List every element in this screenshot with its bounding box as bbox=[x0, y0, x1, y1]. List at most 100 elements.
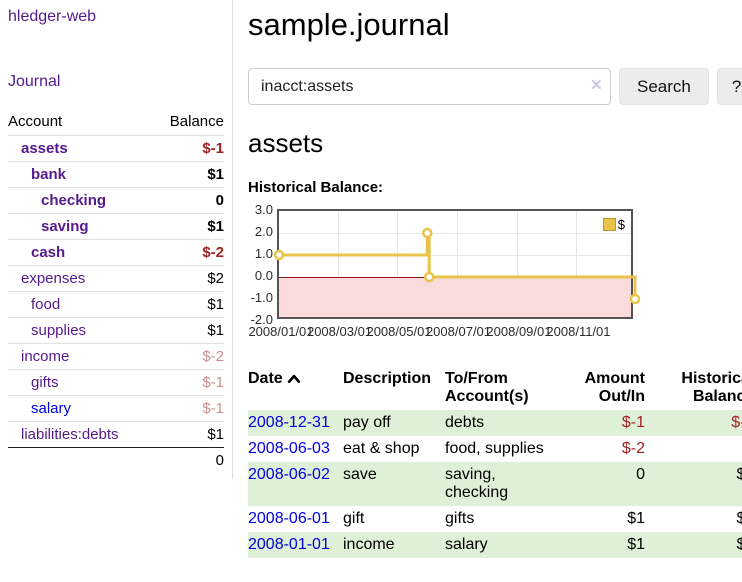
gridline bbox=[397, 211, 399, 317]
accounts-table: Account Balance assets $-1 bank $1 checking 0… bbox=[8, 110, 224, 473]
account-link[interactable]: expenses bbox=[21, 270, 86, 287]
account-heading: assets bbox=[248, 128, 324, 158]
account-link[interactable]: salary bbox=[31, 400, 72, 417]
y-axis-tick-label: -1.0 bbox=[250, 290, 273, 305]
register-header-balance: Historical Balance bbox=[681, 370, 742, 405]
x-axis-tick-label: 2008/05/01 bbox=[366, 324, 432, 339]
transaction-date-link[interactable]: 2008-06-02 bbox=[248, 466, 330, 483]
accounts-header-balance: Balance bbox=[169, 113, 224, 130]
account-row: checking 0 bbox=[8, 187, 224, 214]
gridline bbox=[576, 211, 578, 317]
search-input[interactable] bbox=[248, 68, 611, 105]
legend-label: $ bbox=[617, 217, 625, 232]
account-row: supplies $1 bbox=[8, 317, 224, 344]
account-balance: $1 bbox=[207, 166, 224, 183]
gridline bbox=[279, 255, 631, 256]
x-axis-tick-label: 2008/01/01 bbox=[248, 324, 314, 339]
account-row: income $-2 bbox=[8, 343, 224, 370]
accounts-total-row: 0 bbox=[8, 447, 224, 474]
account-balance: $-1 bbox=[202, 374, 224, 391]
register-row: 2008-01-01 income salary $1 $1 bbox=[248, 532, 742, 558]
sidebar-item-journal[interactable]: Journal bbox=[8, 73, 61, 90]
account-row: cash $-2 bbox=[8, 239, 224, 266]
account-link[interactable]: checking bbox=[41, 192, 107, 209]
search-button[interactable]: Search bbox=[619, 68, 709, 105]
transaction-balance: $2 bbox=[736, 466, 742, 483]
account-link[interactable]: assets bbox=[21, 140, 68, 157]
y-axis-tick-label: 3.0 bbox=[254, 202, 273, 217]
account-link[interactable]: supplies bbox=[31, 322, 87, 339]
transaction-description: eat & shop bbox=[343, 440, 420, 457]
account-balance: $1 bbox=[207, 296, 224, 313]
account-row: liabilities:debts $1 bbox=[8, 421, 224, 448]
account-link[interactable]: food bbox=[31, 296, 61, 313]
main-content: sample.journal × Search ? assets Histori… bbox=[233, 0, 742, 558]
transaction-date-link[interactable]: 2008-06-03 bbox=[248, 440, 330, 457]
accounts-total-value: 0 bbox=[215, 452, 224, 469]
register-header-date[interactable]: Date bbox=[248, 366, 343, 410]
sidebar: hledger-web Journal Account Balance asse… bbox=[0, 0, 233, 479]
transaction-amount: 0 bbox=[636, 466, 645, 483]
sidebar-accounts-body: assets $-1 bank $1 checking 0 saving $1 cash $-2 e… bbox=[8, 135, 224, 448]
transaction-amount: $-1 bbox=[621, 414, 645, 431]
transaction-date-link[interactable]: 2008-06-01 bbox=[248, 510, 330, 527]
gridline bbox=[337, 211, 339, 317]
search-form: × Search ? bbox=[248, 68, 742, 105]
transaction-accounts: debts bbox=[445, 414, 485, 431]
account-link[interactable]: income bbox=[21, 348, 70, 365]
register-row: 2008-12-31 pay off debts $-1 $-1 bbox=[248, 410, 742, 436]
transaction-date-link[interactable]: 2008-12-31 bbox=[248, 414, 330, 431]
account-row: gifts $-1 bbox=[8, 369, 224, 396]
x-axis-tick-label: 2008/11/01 bbox=[546, 324, 611, 339]
register-row: 2008-06-02 save saving, checking 0 $2 bbox=[248, 462, 742, 506]
account-row: bank $1 bbox=[8, 161, 224, 188]
data-point-marker bbox=[423, 271, 435, 283]
transaction-description: pay off bbox=[343, 414, 391, 431]
register-row: 2008-06-01 gift gifts $1 $2 bbox=[248, 506, 742, 532]
transaction-description: income bbox=[343, 536, 395, 553]
account-link[interactable]: liabilities:debts bbox=[21, 426, 119, 443]
gridline bbox=[516, 211, 518, 317]
y-axis-tick-label: 2.0 bbox=[254, 224, 273, 239]
y-axis-tick-label: 1.0 bbox=[254, 246, 273, 261]
clear-search-icon[interactable]: × bbox=[590, 75, 602, 96]
y-axis-tick-label: 0.0 bbox=[254, 268, 273, 283]
account-link[interactable]: saving bbox=[41, 218, 89, 235]
register-header-row: Date Description To/From Account(s) Amou… bbox=[248, 366, 742, 410]
register-header-accounts: To/From Account(s) bbox=[445, 370, 529, 405]
account-balance: $-2 bbox=[202, 244, 224, 261]
search-help-button[interactable]: ? bbox=[716, 68, 742, 105]
transaction-accounts: gifts bbox=[445, 510, 475, 527]
x-axis-tick-label: 2008/03/01 bbox=[306, 324, 373, 339]
accounts-header-account: Account bbox=[8, 113, 63, 130]
account-balance: $2 bbox=[207, 270, 224, 287]
register-table: Date Description To/From Account(s) Amou… bbox=[248, 366, 742, 558]
account-balance: $1 bbox=[207, 426, 224, 443]
account-balance: $1 bbox=[207, 218, 224, 235]
transaction-balance: $1 bbox=[736, 536, 742, 553]
transaction-balance: $2 bbox=[736, 510, 742, 527]
data-point-marker bbox=[629, 293, 641, 305]
account-link[interactable]: gifts bbox=[31, 374, 59, 391]
transaction-amount: $-2 bbox=[621, 440, 645, 457]
series-line bbox=[273, 227, 641, 305]
account-balance: $-1 bbox=[202, 140, 224, 157]
account-row: expenses $2 bbox=[8, 265, 224, 292]
app-title-link[interactable]: hledger-web bbox=[8, 8, 97, 25]
data-point-marker bbox=[422, 227, 433, 239]
account-link[interactable]: cash bbox=[31, 244, 66, 261]
register-header-description: Description bbox=[343, 370, 432, 387]
account-balance: $1 bbox=[207, 322, 224, 339]
sort-ascending-icon bbox=[287, 374, 300, 383]
transaction-accounts: salary bbox=[445, 536, 488, 553]
account-link[interactable]: bank bbox=[31, 166, 67, 183]
account-row: assets $-1 bbox=[8, 135, 224, 162]
historical-balance-chart: $ 3.0 2.0 1.0 0.0 -1.0 -2.0 2008/01/01 2008/03/… bbox=[248, 202, 742, 345]
transaction-amount: $1 bbox=[627, 510, 645, 527]
transaction-description: save bbox=[343, 466, 377, 483]
y-axis-tick-label: -2.0 bbox=[250, 312, 273, 327]
chart-title: Historical Balance: bbox=[248, 179, 384, 196]
transaction-date-link[interactable]: 2008-01-01 bbox=[248, 536, 330, 553]
app-layout: hledger-web Journal Account Balance asse… bbox=[0, 0, 742, 558]
account-row: saving $1 bbox=[8, 213, 224, 240]
